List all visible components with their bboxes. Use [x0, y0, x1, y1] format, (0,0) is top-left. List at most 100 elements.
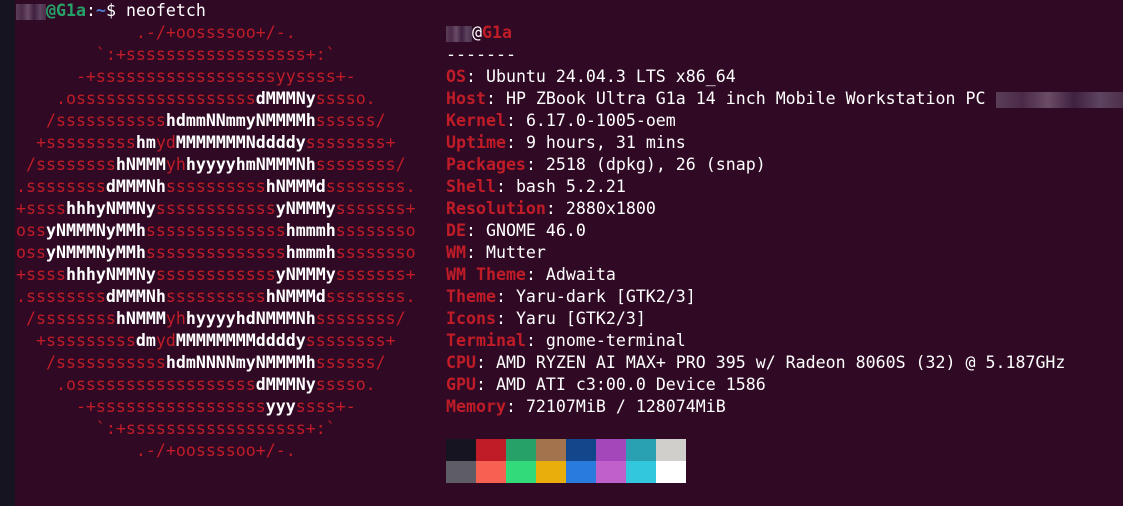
info-key: Uptime: [446, 133, 506, 152]
color-swatch: [566, 461, 596, 483]
ascii-logo-line: /sssssssshNMMMyhhyyyyhdNMMMNhssssssss/: [16, 308, 416, 330]
ascii-logo-segment: sssso.: [315, 375, 376, 394]
ubuntu-ascii-logo: .-/+oossssoo+/-. `:+ssssssssssssssssss+:…: [16, 22, 416, 462]
info-row-packages: Packages: 2518 (dpkg), 26 (snap): [446, 155, 766, 174]
ascii-logo-segment: ssssssssssssss: [145, 243, 286, 262]
info-row-icons: Icons: Yaru [GTK2/3]: [446, 309, 646, 328]
ascii-logo-line: .-/+oossssoo+/-.: [16, 440, 416, 462]
info-key: WM Theme: [446, 265, 526, 284]
ascii-logo-segment: ssssssso: [335, 221, 416, 240]
info-row-os: OS: Ubuntu 24.04.3 LTS x86_64: [446, 67, 736, 86]
info-row-de: DE: GNOME 46.0: [446, 221, 586, 240]
ascii-logo-segment: `:+ssssssssssssssssss+:`: [16, 45, 336, 64]
ascii-logo-segment: hNMMMd: [265, 177, 326, 196]
info-row-theme: Theme: Yaru-dark [GTK2/3]: [446, 287, 696, 306]
ascii-logo-segment: ssssssssssssss: [145, 221, 286, 240]
ascii-logo-segment: .-/+oossssoo+/-.: [16, 23, 296, 42]
ascii-logo-segment: oss: [16, 221, 46, 240]
ascii-logo-segment: -+ssssssssssssssssssyyssss+-: [16, 67, 356, 86]
ascii-logo-segment: yNMMMy: [275, 199, 336, 218]
prompt-separator: :: [85, 1, 96, 20]
ascii-logo-segment: ssssssssss: [165, 287, 266, 306]
info-row-uptime: Uptime: 9 hours, 31 mins: [446, 133, 686, 152]
info-value: Yaru-dark [GTK2/3]: [515, 287, 696, 306]
ascii-logo-segment: dMMMNh: [105, 177, 166, 196]
ascii-logo-segment: hdmNNNNmyNMMMMh: [165, 353, 316, 372]
info-key: Terminal: [446, 331, 526, 350]
ascii-logo-segment: ssssssssss: [165, 177, 266, 196]
info-value: Yaru [GTK2/3]: [515, 309, 646, 328]
info-key: DE: [446, 221, 466, 240]
info-key: GPU: [446, 375, 476, 394]
info-value: Ubuntu 24.04.3 LTS x86_64: [485, 67, 736, 86]
info-value: 72107MiB / 128074MiB: [525, 397, 726, 416]
ascii-logo-segment: ssssssss+: [305, 331, 396, 350]
ascii-logo-segment: `:+ssssssssssssssssss+:`: [16, 419, 336, 438]
ascii-logo-segment: /ssssssss: [16, 309, 116, 328]
ascii-logo-segment: yNMMMNyMMh: [45, 221, 146, 240]
color-swatch: [476, 461, 506, 483]
info-key: Resolution: [446, 199, 546, 218]
prompt-host: @G1a: [46, 1, 86, 20]
info-underline: -------: [446, 45, 516, 64]
ascii-logo-segment: dMMMNy: [255, 375, 316, 394]
ascii-logo-line: -+sssssssssssssssssyyyssss+-: [16, 396, 416, 418]
color-palette: [446, 439, 686, 483]
info-key: Host: [446, 89, 486, 108]
info-value: 9 hours, 31 mins: [525, 133, 686, 152]
ascii-logo-segment: hdmmNNmmyNMMMMh: [165, 111, 316, 130]
info-key: Packages: [446, 155, 526, 174]
color-swatch: [536, 461, 566, 483]
info-row-memory: Memory: 72107MiB / 128074MiB: [446, 397, 726, 416]
ascii-logo-segment: yh: [165, 309, 186, 328]
info-key: Shell: [446, 177, 496, 196]
info-value: 2518 (dpkg), 26 (snap): [545, 155, 766, 174]
color-swatch: [596, 461, 626, 483]
info-value: 2880x1800: [565, 199, 656, 218]
ascii-logo-segment: hNMMMd: [265, 287, 326, 306]
ascii-logo-segment: MMMMMMMMddddy: [175, 331, 306, 350]
info-row-terminal: Terminal: gnome-terminal: [446, 331, 686, 350]
color-swatch: [596, 439, 626, 461]
ascii-logo-line: +sssshhhyNMMNyssssssssssssyNMMMysssssss+: [16, 198, 416, 220]
info-value: gnome-terminal: [545, 331, 686, 350]
ascii-logo-segment: /sssssssssss: [16, 353, 166, 372]
ascii-logo-segment: sssssss+: [335, 199, 416, 218]
redacted-serial: [995, 91, 1123, 108]
ascii-logo-line: /ssssssssssshdmmNNmmyNMMMMhssssss/: [16, 110, 416, 132]
prompt-line: @G1a:~$ neofetch: [16, 0, 1123, 22]
ascii-logo-line: +ssssssssshmydMMMMMMMNddddyssssssss+: [16, 132, 416, 154]
color-swatch: [536, 439, 566, 461]
info-row-wm: WM: Mutter: [446, 243, 546, 262]
ascii-logo-segment: yNMMMy: [275, 265, 336, 284]
info-row-wm-theme: WM Theme: Adwaita: [446, 265, 616, 284]
ascii-logo-segment: +ssss: [16, 265, 66, 284]
ascii-logo-line: +sssssssssdmydMMMMMMMMddddyssssssss+: [16, 330, 416, 352]
ascii-logo-line: `:+ssssssssssssssssss+:`: [16, 418, 416, 440]
info-value: HP ZBook Ultra G1a 14 inch Mobile Workst…: [505, 89, 986, 108]
ascii-logo-segment: /ssssssss: [16, 155, 116, 174]
ascii-logo-line: ossyNMMMNyMMhsssssssssssssshmmmhssssssso: [16, 242, 416, 264]
terminal-output[interactable]: @G1a:~$ neofetch .-/+oossssoo+/-. `:+sss…: [16, 0, 1123, 506]
system-info: @G1a ------- OS: Ubuntu 24.04.3 LTS x86_…: [446, 22, 1123, 418]
color-swatch: [446, 439, 476, 461]
color-swatch: [446, 461, 476, 483]
ascii-logo-segment: .-/+oossssoo+/-.: [16, 441, 296, 460]
ascii-logo-segment: .ossssssssssssssssss: [16, 375, 256, 394]
ascii-logo-segment: ssssss/: [315, 111, 386, 130]
ascii-logo-segment: hmmmh: [285, 221, 336, 240]
info-value: GNOME 46.0: [485, 221, 586, 240]
ascii-logo-segment: sssso.: [315, 89, 376, 108]
ascii-logo-segment: oss: [16, 243, 46, 262]
ascii-logo-segment: dm: [135, 331, 156, 350]
ascii-logo-segment: yyy: [265, 397, 296, 416]
info-value: AMD RYZEN AI MAX+ PRO 395 w/ Radeon 8060…: [495, 353, 1066, 372]
info-key: Memory: [446, 397, 506, 416]
ascii-logo-segment: ssssssss/: [315, 309, 406, 328]
ascii-logo-segment: hmmmh: [285, 243, 336, 262]
ascii-logo-segment: ssssssss.: [325, 177, 416, 196]
info-key: Theme: [446, 287, 496, 306]
ascii-logo-segment: yd: [155, 133, 176, 152]
info-value: Mutter: [485, 243, 546, 262]
ascii-logo-segment: hm: [135, 133, 156, 152]
